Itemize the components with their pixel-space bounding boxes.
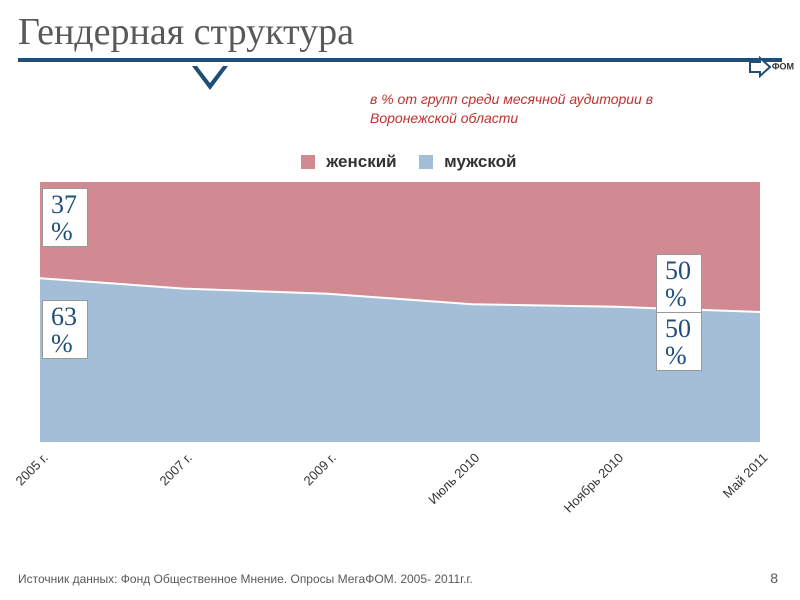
legend-label-male: мужской <box>444 152 516 171</box>
legend-label-female: женский <box>326 152 396 171</box>
x-axis-tick: Июль 2010 <box>426 450 483 507</box>
page-title: Гендерная структура <box>0 0 800 58</box>
title-callout-tail <box>192 66 228 90</box>
chart-data-label: 63% <box>42 300 88 359</box>
title-rule <box>18 58 782 62</box>
x-axis-tick: Ноябрь 2010 <box>561 450 627 516</box>
data-source: Источник данных: Фонд Общественное Мнени… <box>18 572 473 586</box>
x-axis-tick: 2009 г. <box>300 450 338 488</box>
gender-area-chart <box>40 182 760 442</box>
chart-data-label: 50% <box>656 254 702 313</box>
x-axis-tick: 2005 г. <box>12 450 50 488</box>
legend-swatch-male <box>419 155 433 169</box>
page-number: 8 <box>770 570 778 586</box>
x-axis-tick: Май 2011 <box>720 450 771 501</box>
subtitle: в % от групп среди месячной аудитории в … <box>370 90 730 128</box>
chart-legend: женский мужской <box>0 152 800 172</box>
logo-text: ФОМ <box>772 61 794 71</box>
chart-data-label: 37% <box>42 188 88 247</box>
chart-data-label: 50% <box>656 312 702 371</box>
chart-x-axis: 2005 г.2007 г.2009 г.Июль 2010Ноябрь 201… <box>40 444 760 524</box>
arrow-right-icon <box>748 56 772 78</box>
x-axis-tick: 2007 г. <box>156 450 194 488</box>
fom-logo: ФОМ <box>748 56 794 78</box>
legend-swatch-female <box>301 155 315 169</box>
